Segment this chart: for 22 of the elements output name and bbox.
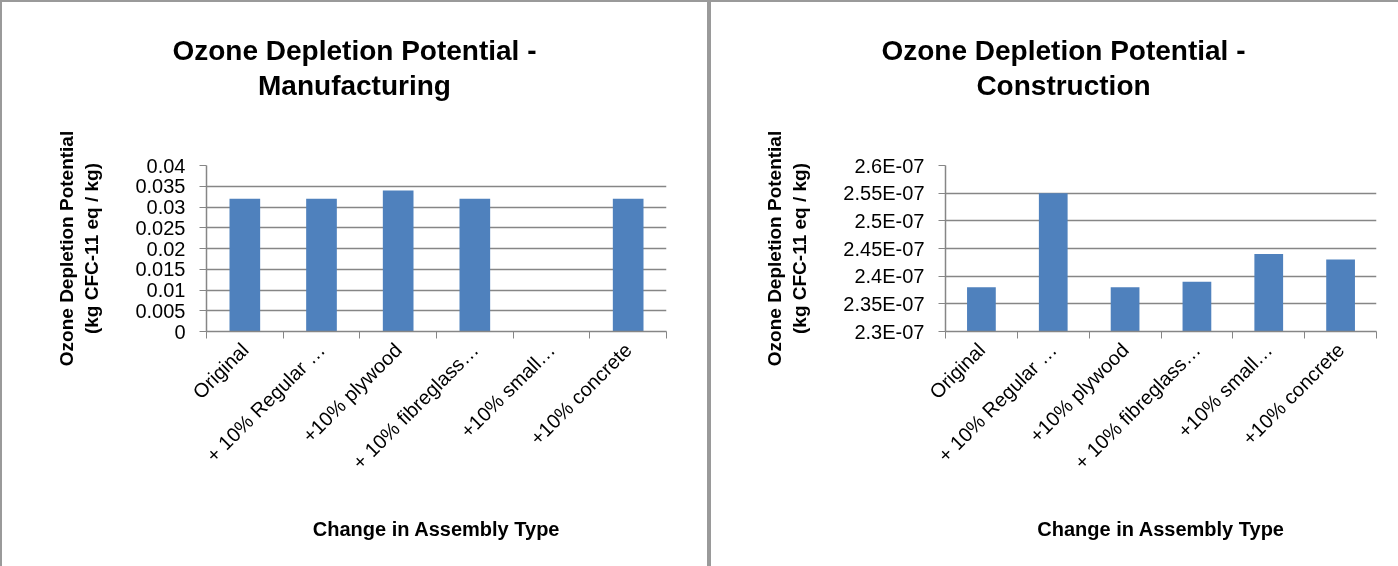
y-tick-label: 0 [174, 320, 186, 343]
y-tick-label: 2.45E-07 [843, 237, 925, 260]
y-tick-label: 0.04 [146, 154, 186, 177]
x-axis-title: Change in Assembly Type [312, 518, 560, 541]
y-tick-label: 2.3E-07 [854, 320, 925, 343]
y-tick-label: 2.5E-07 [854, 209, 925, 232]
y-tick-label: 0.025 [135, 216, 186, 239]
y-tick-label: 2.6E-07 [854, 154, 925, 177]
y-tick-label: 0.01 [146, 279, 186, 301]
y-axis-title: Ozone Depletion Potential (kg CFC-11 eq / kg) [56, 130, 103, 367]
y-tick-label: 0.015 [135, 258, 186, 281]
y-tick-label: 0.02 [146, 237, 186, 260]
y-tick-label: 2.55E-07 [843, 182, 925, 205]
y-tick-label: 0.03 [146, 196, 186, 218]
y-tick-label: 0.005 [135, 299, 186, 322]
chart-title: Ozone Depletion Potential - Manufacturing [172, 34, 537, 103]
y-axis-title: Ozone Depletion Potential (kg CFC-11 eq / kg) [764, 130, 811, 367]
y-tick-label: 2.35E-07 [843, 292, 925, 315]
y-tick-label: 0.035 [135, 175, 186, 198]
x-axis-title: Change in Assembly Type [1037, 518, 1284, 541]
chart-title: Ozone Depletion Potential - Construction [881, 34, 1246, 103]
y-tick-label: 2.4E-07 [854, 265, 925, 288]
